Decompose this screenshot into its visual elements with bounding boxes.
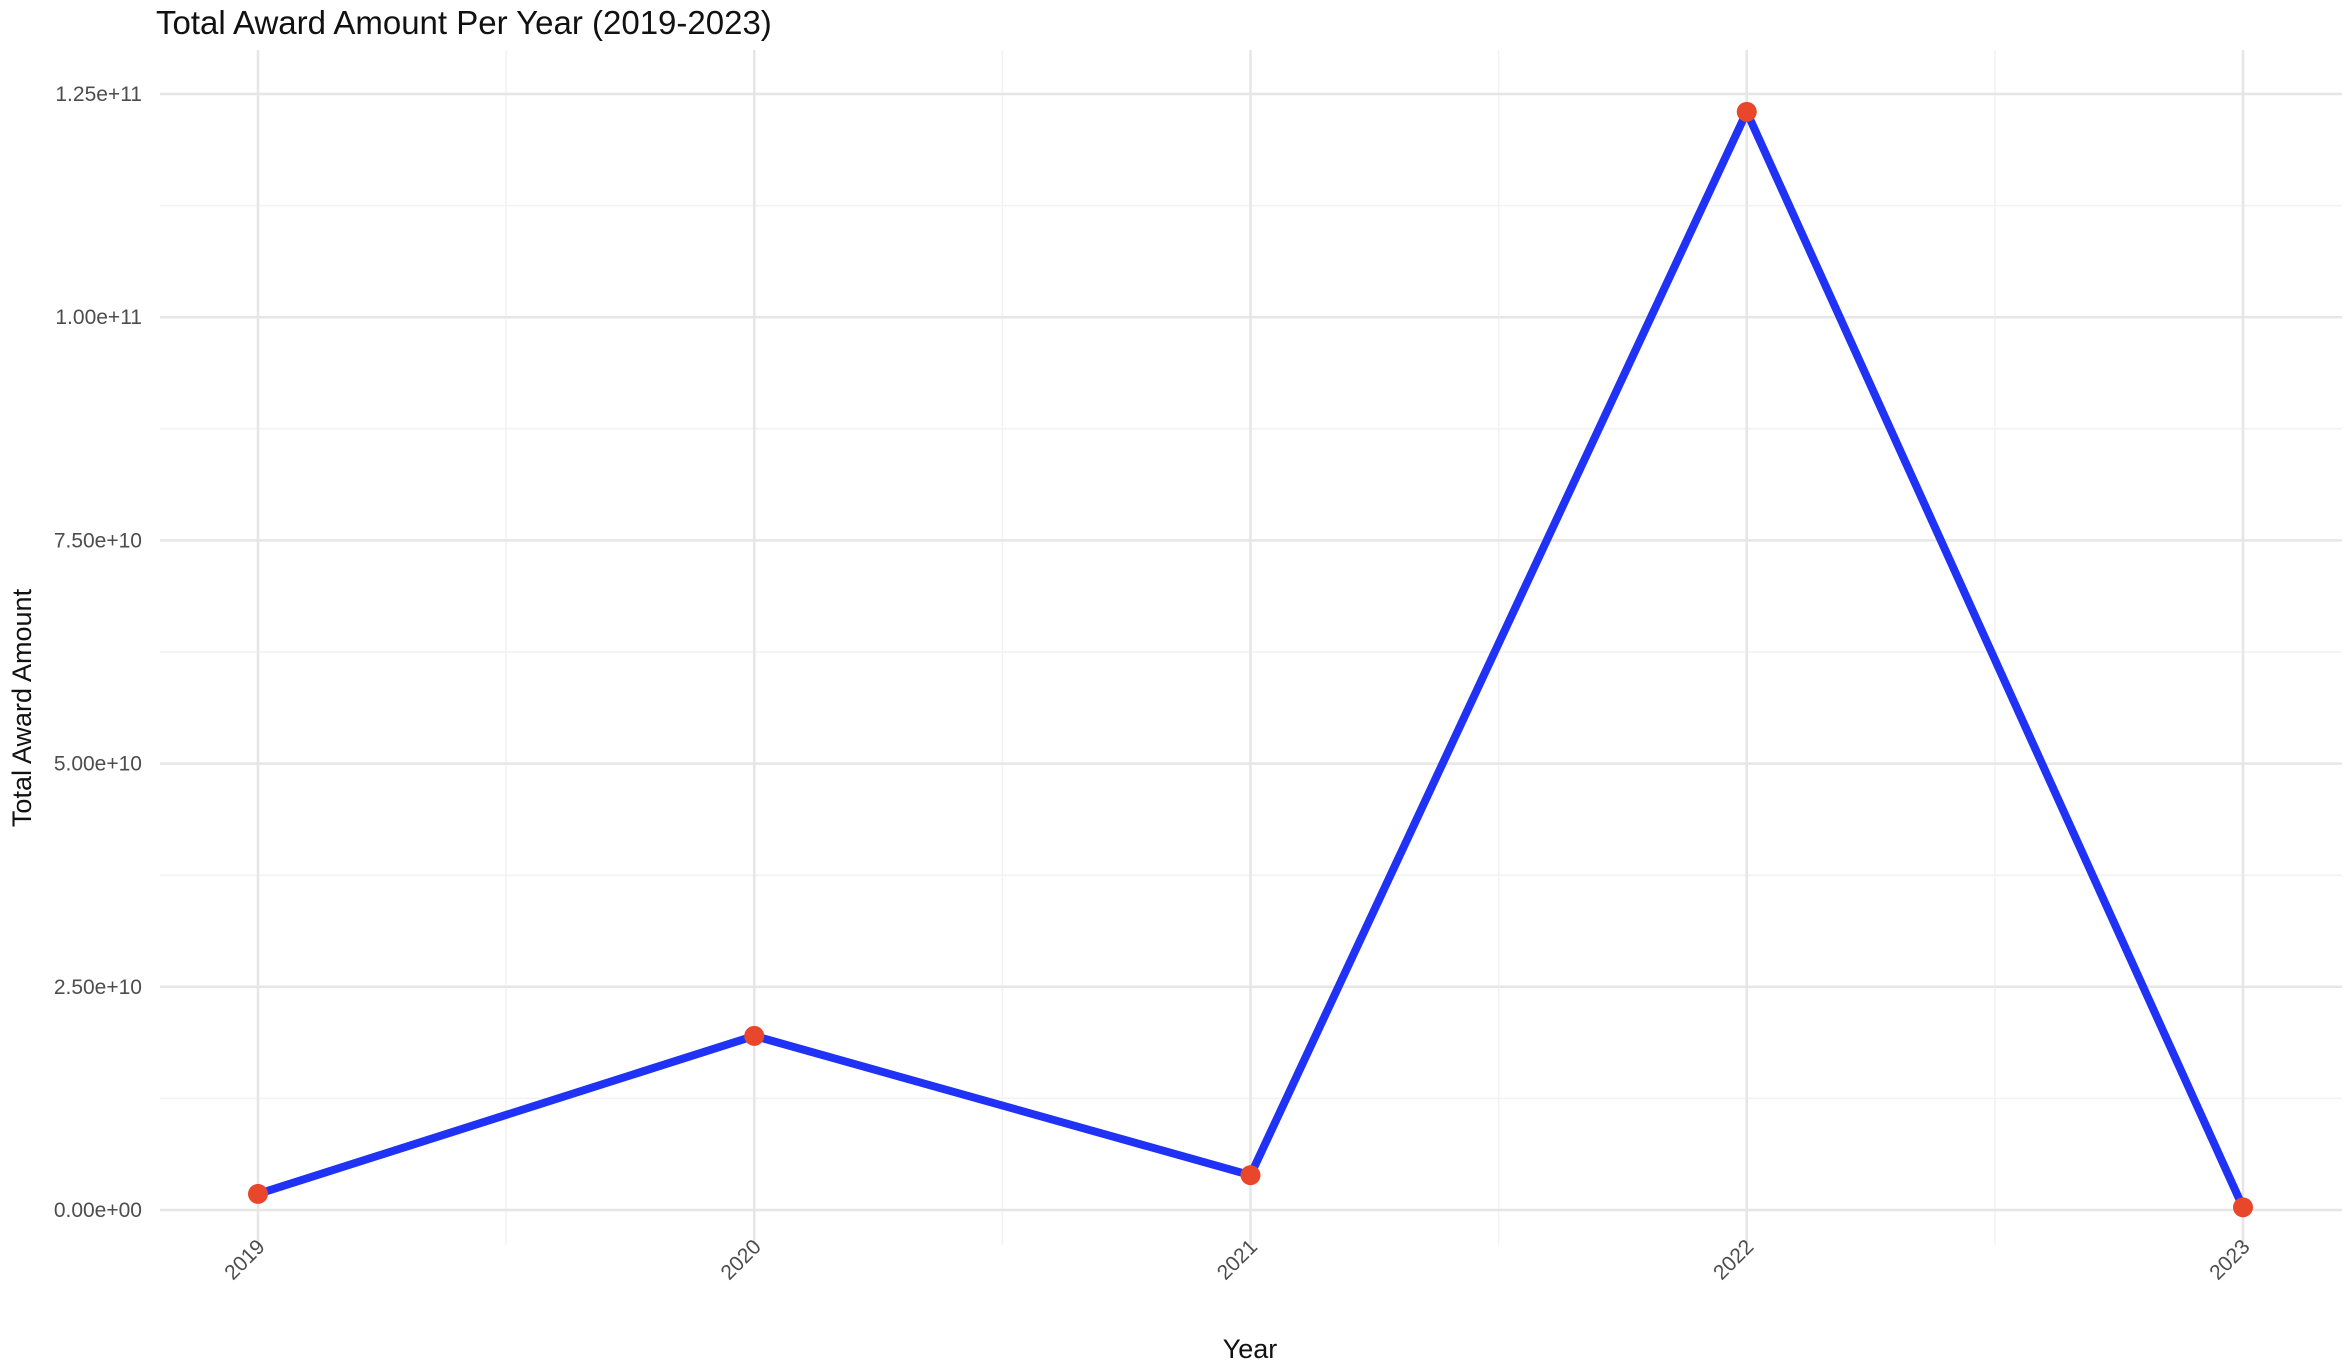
y-tick-label: 1.25e+11 — [55, 83, 142, 106]
x-tick-label: 2019 — [220, 1235, 269, 1284]
chart-title: Total Award Amount Per Year (2019-2023) — [156, 4, 772, 41]
x-tick-label: 2022 — [1709, 1235, 1758, 1284]
x-tick-label: 2021 — [1213, 1235, 1262, 1284]
x-axis-title: Year — [1223, 1334, 1278, 1362]
data-point-2021 — [1240, 1165, 1261, 1186]
data-point-2022 — [1736, 101, 1757, 122]
y-tick-label: 5.00e+10 — [54, 753, 142, 776]
grid-layer — [160, 50, 2342, 1245]
data-point-2023 — [2233, 1197, 2253, 1218]
x-tick-label: 2020 — [716, 1235, 765, 1284]
y-tick-labels: 0.00e+00 2.50e+10 5.00e+10 7.50e+10 1.00e+11… — [54, 83, 142, 1222]
x-tick-labels: 2019 2020 2021 2022 2023 — [220, 1235, 2254, 1284]
points-layer — [248, 101, 2253, 1218]
x-tick-label: 2023 — [2205, 1235, 2254, 1284]
y-tick-label: 7.50e+10 — [54, 529, 142, 552]
y-axis-title: Total Award Amount — [7, 588, 37, 827]
data-point-2020 — [744, 1025, 765, 1046]
y-tick-label: 0.00e+00 — [54, 1199, 142, 1222]
data-point-2019 — [248, 1183, 268, 1204]
y-tick-label: 2.50e+10 — [54, 976, 142, 999]
y-tick-label: 1.00e+11 — [55, 306, 142, 329]
